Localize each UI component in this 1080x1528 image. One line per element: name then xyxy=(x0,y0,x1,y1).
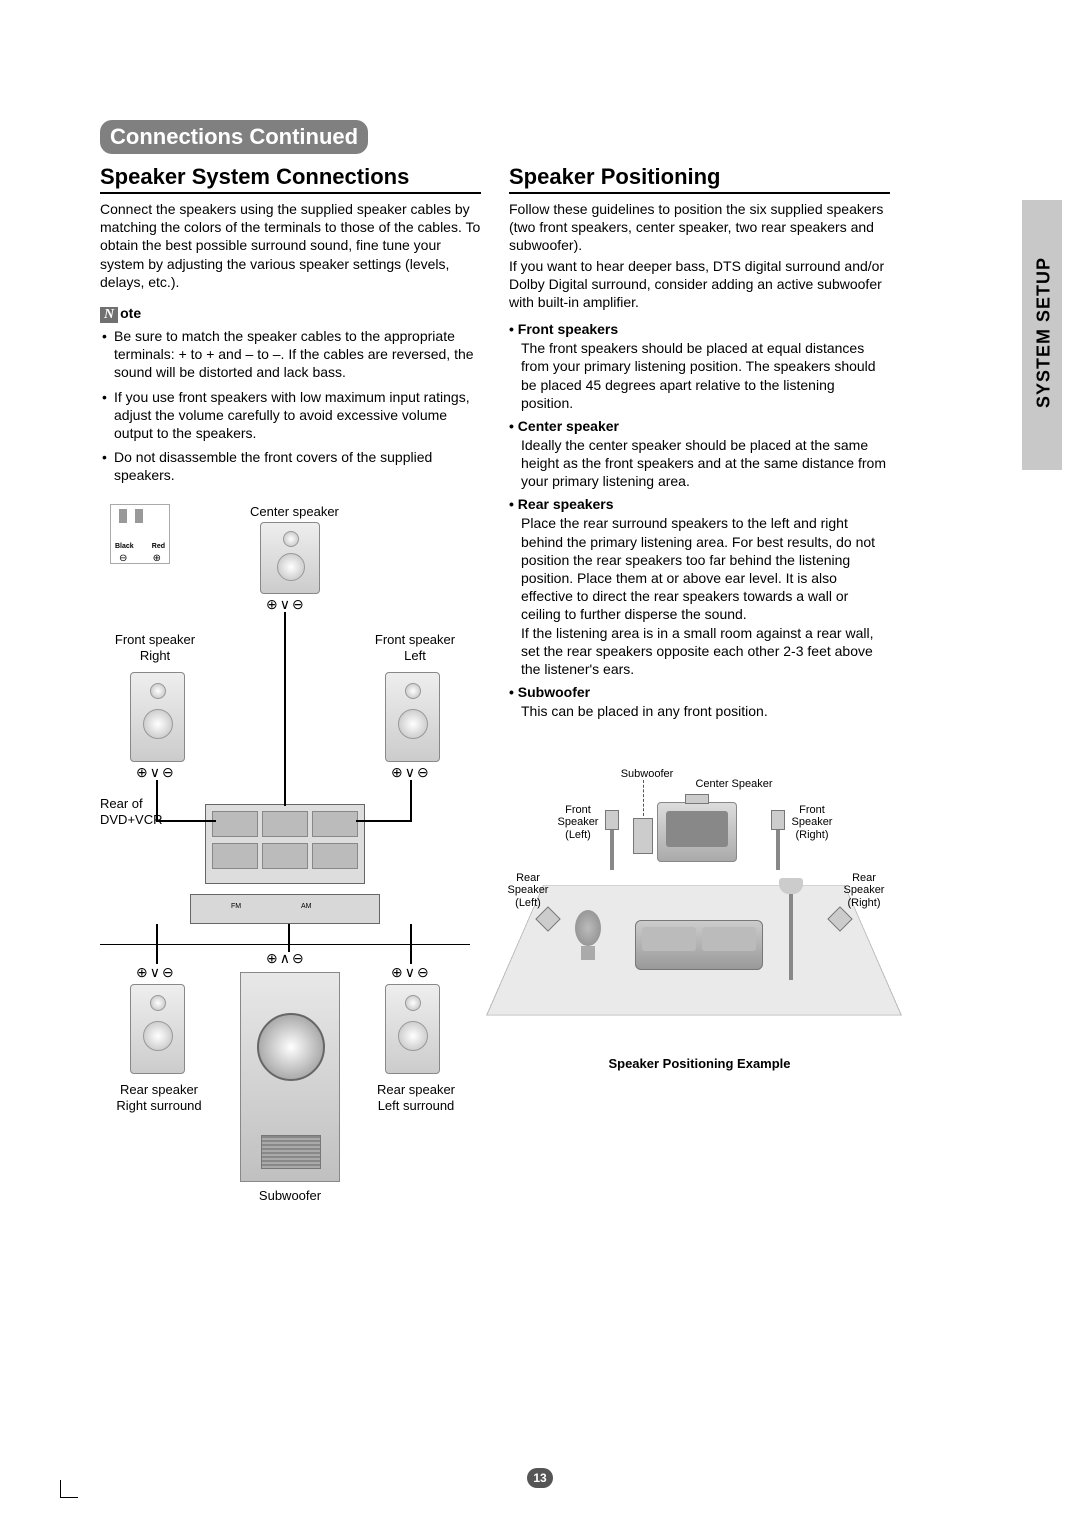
side-tab-label: SYSTEM SETUP xyxy=(1034,253,1055,413)
item-head: Center speaker xyxy=(509,418,890,434)
left-column: Speaker System Connections Connect the s… xyxy=(100,164,481,1244)
item-text: This can be placed in any front position… xyxy=(521,702,890,720)
item-text: Place the rear surround speakers to the … xyxy=(521,514,890,678)
note-list: Be sure to match the speaker cables to t… xyxy=(100,327,481,485)
page-content: Connections Continued Speaker System Con… xyxy=(100,120,890,1244)
left-intro: Connect the speakers using the supplied … xyxy=(100,200,481,291)
section-banner: Connections Continued xyxy=(100,120,368,154)
page-number: 13 xyxy=(527,1468,553,1488)
rear-right-label: Rear speaker Right surround xyxy=(94,1082,224,1113)
subwoofer-label: Subwoofer xyxy=(240,1188,340,1204)
rear-of-label: Rear of DVD+VCR xyxy=(100,796,180,827)
positioning-diagram: Subwoofer Center Speaker Front Speaker (… xyxy=(509,760,879,1050)
item-text: Ideally the center speaker should be pla… xyxy=(521,436,890,491)
center-speaker-label: Center speaker xyxy=(250,504,370,520)
right-intro2: If you want to hear deeper bass, DTS dig… xyxy=(509,257,890,312)
item-head: Front speakers xyxy=(509,321,890,337)
item-head: Subwoofer xyxy=(509,684,890,700)
item-text: The front speakers should be placed at e… xyxy=(521,339,890,412)
right-intro1: Follow these guidelines to position the … xyxy=(509,200,890,255)
front-right-label: Front speaker Right xyxy=(100,632,210,663)
right-heading: Speaker Positioning xyxy=(509,164,890,194)
note-heading: Note xyxy=(100,305,481,323)
side-tab: SYSTEM SETUP xyxy=(1022,200,1062,470)
note-item: Do not disassemble the front covers of t… xyxy=(114,448,481,484)
note-item: If you use front speakers with low maxim… xyxy=(114,388,481,443)
rear-left-label: Rear speaker Left surround xyxy=(356,1082,476,1113)
wiring-diagram: Black Red ⊖ ⊕ Center speaker ⊕∨⊖ Front s… xyxy=(100,504,470,1244)
left-heading: Speaker System Connections xyxy=(100,164,481,194)
note-item: Be sure to match the speaker cables to t… xyxy=(114,327,481,382)
diagram2-caption: Speaker Positioning Example xyxy=(509,1056,890,1071)
right-column: Speaker Positioning Follow these guideli… xyxy=(509,164,890,1244)
item-head: Rear speakers xyxy=(509,496,890,512)
note-icon: N xyxy=(100,307,118,323)
front-left-label: Front speaker Left xyxy=(360,632,470,663)
